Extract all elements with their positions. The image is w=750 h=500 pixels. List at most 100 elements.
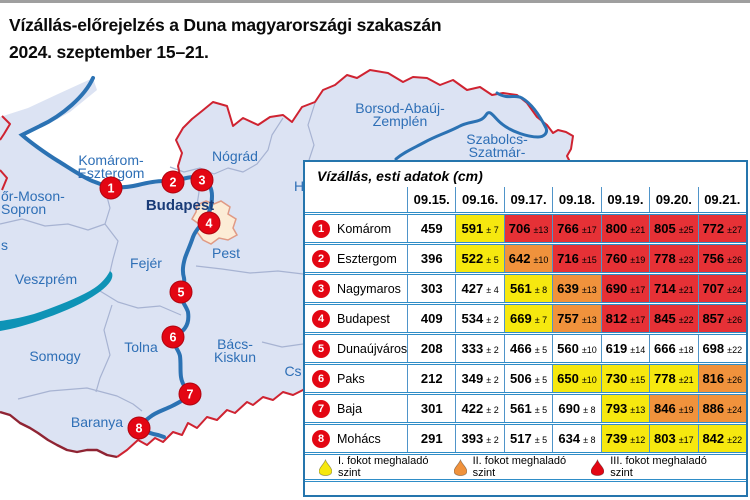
water-level-value: 534 bbox=[461, 311, 484, 326]
water-level-value: 845 bbox=[654, 311, 676, 326]
water-level-value: 522 bbox=[461, 251, 484, 266]
map-marker-6: 6 bbox=[161, 325, 185, 349]
station-cell: 2 Esztergom bbox=[305, 245, 407, 272]
svg-text:5: 5 bbox=[178, 286, 185, 300]
uncertainty-value: ±14 bbox=[630, 345, 646, 355]
value-cell: 466 ± 5 bbox=[503, 335, 553, 362]
table-header-corner bbox=[305, 187, 407, 212]
page-title: Vízállás-előrejelzés a Duna magyarország… bbox=[9, 12, 442, 66]
value-cell: 534 ± 2 bbox=[455, 305, 504, 332]
svg-text:4: 4 bbox=[206, 217, 213, 231]
value-cell: 778 ±21 bbox=[649, 365, 698, 392]
value-cell: 756 ±26 bbox=[697, 245, 746, 272]
water-level-value: 303 bbox=[420, 281, 443, 296]
water-level-value: 409 bbox=[420, 311, 443, 326]
map-label: Cs bbox=[284, 363, 301, 379]
water-level-value: 291 bbox=[420, 431, 443, 446]
map-label: őr-Moson-Sopron bbox=[1, 188, 65, 217]
water-level-value: 690 bbox=[605, 281, 628, 296]
column-header: 09.16. bbox=[455, 187, 503, 212]
country-border-south-west bbox=[0, 410, 118, 459]
water-level-value: 349 bbox=[461, 371, 484, 386]
value-cell: 422 ± 2 bbox=[455, 395, 504, 422]
water-level-value: 517 bbox=[509, 431, 532, 446]
table-row: 8 Mohács 291 393 ± 2 517 ± 5 634 ± 8 739 ±12 803 ±17… bbox=[305, 422, 746, 452]
water-level-value: 805 bbox=[654, 221, 676, 236]
water-level-value: 642 bbox=[508, 251, 531, 266]
station-cell: 4 Budapest bbox=[305, 305, 407, 332]
water-level-value: 730 bbox=[605, 371, 628, 386]
uncertainty-value: ±27 bbox=[727, 225, 743, 235]
value-cell: 303 bbox=[407, 275, 456, 302]
water-level-value: 886 bbox=[702, 401, 725, 416]
value-cell: 772 ±27 bbox=[697, 215, 746, 242]
uncertainty-value: ±22 bbox=[727, 435, 743, 445]
value-cell: 634 ± 8 bbox=[552, 425, 601, 452]
station-name: Baja bbox=[337, 401, 363, 416]
uncertainty-value: ± 5 bbox=[534, 405, 548, 415]
water-level-value: 757 bbox=[557, 311, 579, 326]
uncertainty-value: ± 7 bbox=[486, 225, 499, 235]
table-row: 7 Baja 301 422 ± 2 561 ± 5 690 ± 8 793 ±13 846 ±19 88… bbox=[305, 392, 746, 422]
value-cell: 760 ±19 bbox=[600, 245, 650, 272]
uncertainty-value: ±22 bbox=[727, 345, 743, 355]
value-cell: 716 ±15 bbox=[552, 245, 601, 272]
uncertainty-value: ±21 bbox=[678, 375, 694, 385]
table-row: 5 Dunaújváros 208 333 ± 2 466 ± 5 560 ±10 619 ±14 6… bbox=[305, 332, 746, 362]
uncertainty-value: ±26 bbox=[727, 315, 743, 325]
svg-text:8: 8 bbox=[136, 422, 143, 436]
value-cell: 803 ±17 bbox=[649, 425, 698, 452]
value-cell: 393 ± 2 bbox=[455, 425, 504, 452]
map-marker-3: 3 bbox=[190, 168, 214, 192]
table-row: 3 Nagymaros 303 427 ± 4 561 ± 8 639 ±13 690 ±17 714… bbox=[305, 272, 746, 302]
station-cell: 7 Baja bbox=[305, 395, 407, 422]
value-cell: 349 ± 2 bbox=[455, 365, 504, 392]
uncertainty-value: ± 7 bbox=[534, 315, 548, 325]
svg-text:3: 3 bbox=[199, 174, 206, 188]
value-cell: 301 bbox=[407, 395, 456, 422]
map-marker-5: 5 bbox=[169, 280, 193, 304]
value-cell: 690 ± 8 bbox=[552, 395, 601, 422]
water-level-value: 707 bbox=[702, 281, 725, 296]
station-name: Esztergom bbox=[337, 251, 397, 266]
station-number-badge: 8 bbox=[312, 429, 330, 448]
map-marker-8: 8 bbox=[127, 416, 151, 440]
uncertainty-value: ±19 bbox=[678, 405, 694, 415]
water-level-value: 716 bbox=[557, 251, 579, 266]
water-level-value: 301 bbox=[420, 401, 443, 416]
uncertainty-value: ±17 bbox=[630, 315, 646, 325]
value-cell: 793 ±13 bbox=[600, 395, 650, 422]
map-marker-2: 2 bbox=[161, 170, 185, 194]
uncertainty-value: ±13 bbox=[630, 405, 646, 415]
value-cell: 800 ±21 bbox=[600, 215, 650, 242]
legend-label: I. fokot meghaladó szint bbox=[337, 455, 429, 479]
water-level-value: 427 bbox=[461, 281, 484, 296]
value-cell: 845 ±22 bbox=[649, 305, 698, 332]
water-level-value: 772 bbox=[702, 221, 725, 236]
uncertainty-value: ±13 bbox=[581, 315, 597, 325]
uncertainty-value: ±21 bbox=[630, 225, 646, 235]
table-row: 1 Komárom 459 591 ± 7 706 ±13 766 ±17 800 ±21 805 ±2… bbox=[305, 212, 746, 242]
map-label: s bbox=[1, 237, 8, 253]
value-cell: 690 ±17 bbox=[600, 275, 650, 302]
water-level-table-panel: Vízállás, esti adatok (cm) 09.15. 09.16. 0… bbox=[303, 160, 748, 497]
uncertainty-value: ±10 bbox=[581, 375, 597, 385]
water-level-value: 778 bbox=[654, 251, 676, 266]
water-level-value: 212 bbox=[420, 371, 443, 386]
uncertainty-value: ± 2 bbox=[486, 345, 499, 355]
column-header: 09.20. bbox=[649, 187, 697, 212]
uncertainty-value: ±10 bbox=[533, 255, 549, 265]
uncertainty-value: ±17 bbox=[630, 285, 646, 295]
value-cell: 642 ±10 bbox=[503, 245, 553, 272]
station-cell: 1 Komárom bbox=[305, 215, 407, 242]
water-level-value: 561 bbox=[509, 281, 532, 296]
water-level-value: 459 bbox=[420, 221, 443, 236]
water-level-value: 619 bbox=[605, 341, 628, 356]
water-level-value: 506 bbox=[509, 371, 532, 386]
value-cell: 591 ± 7 bbox=[455, 215, 504, 242]
water-level-value: 650 bbox=[557, 371, 579, 386]
uncertainty-value: ± 2 bbox=[486, 405, 499, 415]
station-name: Komárom bbox=[337, 221, 392, 236]
map-label: Budapest bbox=[146, 197, 214, 214]
